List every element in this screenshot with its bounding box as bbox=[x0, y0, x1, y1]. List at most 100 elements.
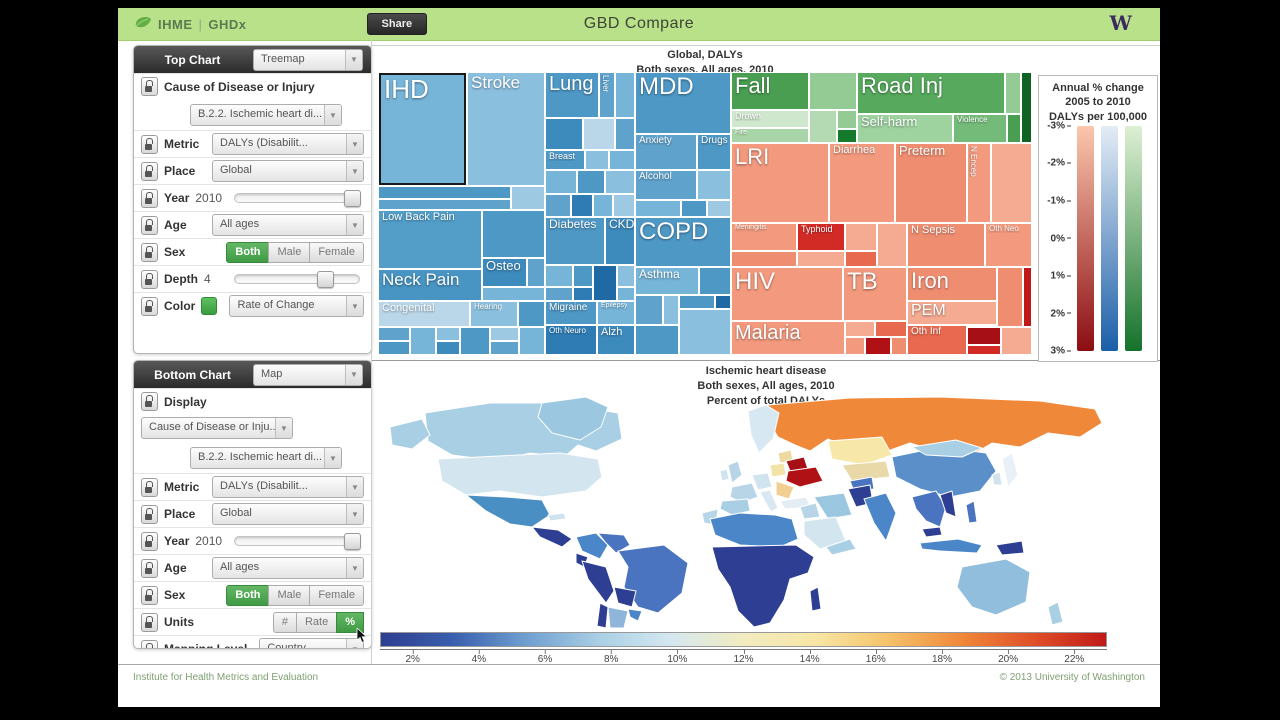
treemap-cell-drown[interactable]: Drown bbox=[732, 111, 808, 127]
treemap-cell[interactable] bbox=[680, 310, 730, 354]
map-region-argentina[interactable] bbox=[607, 606, 629, 628]
map-region-vietnam[interactable] bbox=[939, 490, 957, 518]
year-slider-handle[interactable] bbox=[344, 533, 362, 550]
map-region-new-zealand[interactable] bbox=[1047, 601, 1064, 626]
units-number-button[interactable]: # bbox=[272, 611, 297, 633]
place-select[interactable]: Global ▼ bbox=[212, 503, 364, 525]
treemap-cell[interactable] bbox=[461, 328, 489, 354]
treemap-cell[interactable] bbox=[664, 296, 678, 324]
lock-icon[interactable] bbox=[141, 134, 158, 154]
treemap-cell[interactable] bbox=[798, 252, 844, 266]
sex-male-button[interactable]: Male bbox=[268, 584, 311, 606]
treemap-cell[interactable] bbox=[1006, 73, 1020, 113]
display-select[interactable]: Cause of Disease or Inju... ▼ bbox=[141, 417, 293, 439]
treemap-cell[interactable] bbox=[572, 195, 592, 216]
treemap-cell[interactable] bbox=[618, 266, 634, 286]
treemap-cell-epilepsy[interactable]: Epilepsy bbox=[598, 302, 634, 324]
treemap-cell-self-harm[interactable]: Self-harm bbox=[858, 115, 952, 142]
bottom-chart-type-select[interactable]: Map ▼ bbox=[253, 363, 363, 386]
map-region-madagascar[interactable] bbox=[809, 586, 822, 612]
lock-icon[interactable] bbox=[141, 531, 158, 551]
treemap-cell[interactable] bbox=[1022, 73, 1031, 142]
map-region-north-africa[interactable] bbox=[709, 512, 799, 548]
treemap-cell[interactable] bbox=[379, 200, 510, 209]
treemap-cell-typhoid[interactable]: Typhoid bbox=[798, 224, 844, 250]
treemap-cell[interactable] bbox=[594, 195, 612, 216]
treemap-cell[interactable] bbox=[636, 296, 662, 324]
units-rate-button[interactable]: Rate bbox=[295, 611, 338, 633]
treemap-cell[interactable] bbox=[992, 144, 1031, 222]
sex-both-button[interactable]: Both bbox=[226, 241, 270, 263]
lock-icon[interactable] bbox=[141, 392, 158, 411]
map-region-malaysia[interactable] bbox=[921, 526, 943, 538]
cause-select[interactable]: B.2.2. Ischemic heart di... ▼ bbox=[190, 104, 342, 126]
treemap-cell[interactable] bbox=[732, 252, 796, 266]
map-region-central-asia[interactable] bbox=[841, 460, 891, 482]
treemap-cell[interactable] bbox=[636, 326, 678, 354]
lock-icon[interactable] bbox=[141, 77, 158, 96]
lock-icon[interactable] bbox=[141, 639, 158, 648]
treemap-cell[interactable] bbox=[1008, 115, 1020, 142]
treemap-cell[interactable] bbox=[968, 328, 1000, 344]
map-region-paraguay[interactable] bbox=[627, 608, 643, 622]
color-select[interactable]: Rate of Change ▼ bbox=[229, 295, 364, 317]
map-region-italy[interactable] bbox=[759, 489, 779, 513]
treemap-cell-migraine[interactable]: Migraine bbox=[546, 302, 596, 324]
map-region-ireland[interactable] bbox=[719, 468, 730, 482]
treemap-cell[interactable] bbox=[546, 171, 576, 193]
treemap-cell[interactable] bbox=[892, 338, 906, 354]
treemap-cell-oth-neuro[interactable]: Oth Neuro bbox=[546, 326, 596, 354]
year-slider-handle[interactable] bbox=[344, 190, 362, 207]
map-region-scandinavia[interactable] bbox=[747, 404, 780, 454]
lock-icon[interactable] bbox=[141, 161, 158, 181]
treemap-cell[interactable] bbox=[876, 322, 906, 336]
treemap-cell[interactable] bbox=[584, 119, 614, 149]
map-region-iran[interactable] bbox=[813, 492, 853, 520]
treemap-cell-preterm[interactable]: Preterm bbox=[896, 144, 966, 222]
map-region-india[interactable] bbox=[863, 492, 897, 542]
lock-icon[interactable] bbox=[141, 558, 158, 578]
treemap-cell[interactable] bbox=[594, 266, 616, 300]
treemap-cell-hearing[interactable]: Hearing bbox=[471, 302, 517, 326]
treemap-cell[interactable] bbox=[519, 302, 544, 326]
treemap-cell-copd[interactable]: COPD bbox=[636, 218, 730, 266]
treemap-cell[interactable] bbox=[491, 342, 518, 354]
treemap-cell-road-inj[interactable]: Road Inj bbox=[858, 73, 1004, 113]
treemap-cell[interactable] bbox=[379, 342, 409, 354]
treemap-cell[interactable] bbox=[636, 201, 680, 216]
treemap-cell-fall[interactable]: Fall bbox=[732, 73, 808, 109]
map-region-korea[interactable] bbox=[991, 471, 1003, 486]
treemap-cell[interactable] bbox=[866, 338, 890, 354]
share-button[interactable]: Share bbox=[366, 13, 428, 35]
treemap-cell[interactable] bbox=[680, 296, 714, 308]
treemap-cell[interactable] bbox=[698, 171, 730, 199]
treemap-cell[interactable] bbox=[574, 266, 592, 286]
treemap-cell-pem[interactable]: PEM bbox=[908, 302, 996, 324]
treemap-cell-iron[interactable]: Iron bbox=[908, 268, 996, 300]
lock-icon[interactable] bbox=[141, 585, 158, 605]
treemap-cell-violence[interactable]: Violence bbox=[954, 115, 1006, 142]
mapping-level-select[interactable]: Country ▼ bbox=[259, 638, 364, 648]
sex-male-button[interactable]: Male bbox=[268, 241, 311, 263]
map-region-france[interactable] bbox=[729, 482, 759, 504]
brand[interactable]: IHME | GHDx bbox=[134, 15, 247, 34]
map-region-peru[interactable] bbox=[581, 560, 615, 604]
treemap-cell[interactable] bbox=[546, 266, 572, 286]
treemap-cell-breast[interactable]: Breast bbox=[546, 151, 584, 169]
map-region-mongolia[interactable] bbox=[911, 439, 983, 458]
brand-ihme[interactable]: IHME bbox=[158, 16, 193, 32]
sex-both-button[interactable]: Both bbox=[226, 584, 270, 606]
treemap-cell[interactable] bbox=[483, 288, 544, 300]
treemap-cell-alzh[interactable]: Alzh bbox=[598, 326, 634, 354]
map-region-usa[interactable] bbox=[437, 452, 603, 498]
treemap-cell[interactable] bbox=[586, 151, 608, 169]
treemap-cell-oth-inf[interactable]: Oth Inf bbox=[908, 326, 966, 354]
treemap-cell-drugs[interactable]: Drugs bbox=[698, 135, 730, 169]
treemap-cell-ckd[interactable]: CKD bbox=[606, 218, 634, 264]
map-region-cuba[interactable] bbox=[547, 512, 567, 522]
map-region-germany[interactable] bbox=[751, 472, 773, 491]
display-cause-select[interactable]: B.2.2. Ischemic heart di... ▼ bbox=[190, 447, 342, 469]
treemap-cell[interactable] bbox=[546, 195, 570, 216]
map-region-philippines[interactable] bbox=[965, 500, 978, 524]
lock-icon[interactable] bbox=[141, 477, 158, 497]
